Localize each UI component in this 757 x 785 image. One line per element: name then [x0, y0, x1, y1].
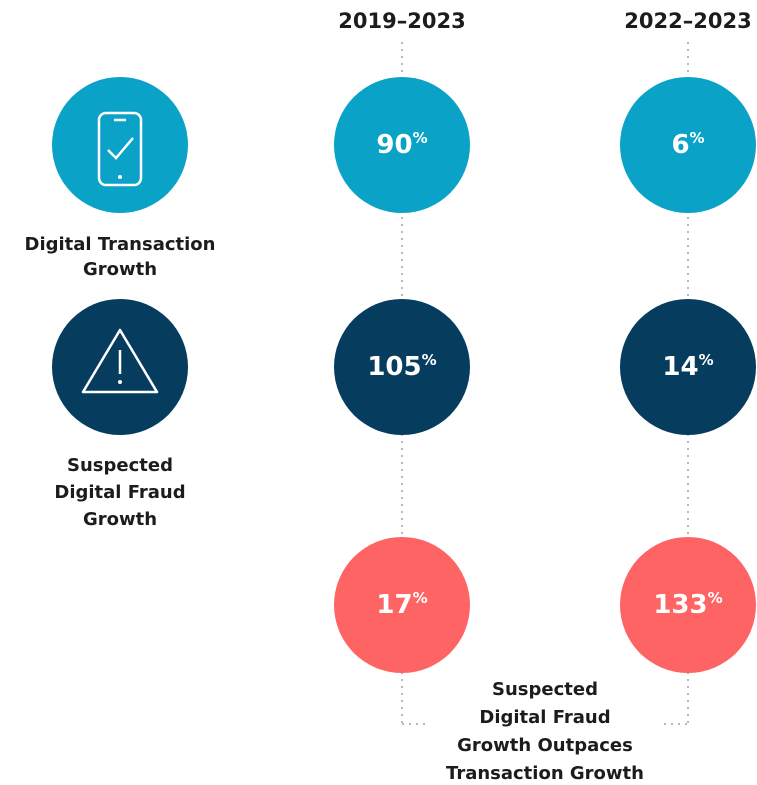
stat-circle [334, 77, 470, 213]
stat: 105% [334, 299, 470, 435]
column-header: 2019–2023 [338, 9, 465, 33]
stat-unit: % [422, 351, 437, 369]
stat-circle [334, 537, 470, 673]
stat: 17% [334, 537, 470, 673]
stat-number: 14 [662, 352, 698, 382]
phone [97, 111, 143, 187]
stat-unit: % [708, 589, 723, 607]
exclamation-dot [118, 380, 122, 384]
stat-value: 90% [376, 129, 427, 160]
stat-number: 17 [376, 590, 412, 620]
icon-circle [52, 77, 188, 213]
stat-unit: % [413, 589, 428, 607]
stat-number: 6 [671, 130, 689, 160]
stat-circle [620, 299, 756, 435]
stat: 90% [334, 77, 470, 213]
footer-label: Digital Fraud [479, 707, 610, 728]
stat-value: 14% [662, 351, 713, 382]
phone-button [118, 175, 122, 179]
stat-value: 105% [367, 351, 436, 382]
row-label: Growth [83, 509, 157, 530]
stat-circle [620, 537, 756, 673]
check [107, 137, 134, 160]
stat: 6% [620, 77, 756, 213]
stat-circle [334, 299, 470, 435]
stat-value: 17% [376, 589, 427, 620]
stat-circle [620, 77, 756, 213]
warning-icon [52, 299, 188, 435]
row-label: Digital Transaction [25, 234, 216, 255]
stat-number: 105 [367, 352, 421, 382]
footer-label: Growth Outpaces [457, 735, 633, 756]
stat-unit: % [690, 129, 705, 147]
stat: 14% [620, 299, 756, 435]
footer-label: Transaction Growth [446, 763, 644, 784]
phone-icon [52, 77, 188, 213]
stat-unit: % [413, 129, 428, 147]
row-label: Growth [83, 259, 157, 280]
triangle [81, 328, 159, 394]
stat: 133% [620, 537, 756, 673]
row-label: Digital Fraud [54, 482, 185, 503]
column-header: 2022–2023 [624, 9, 751, 33]
stat-value: 6% [671, 129, 704, 160]
stat-number: 133 [653, 590, 707, 620]
stat-unit: % [699, 351, 714, 369]
row-label: Suspected [67, 455, 173, 476]
footer-label: Suspected [492, 679, 598, 700]
stat-number: 90 [376, 130, 412, 160]
stat-value: 133% [653, 589, 722, 620]
